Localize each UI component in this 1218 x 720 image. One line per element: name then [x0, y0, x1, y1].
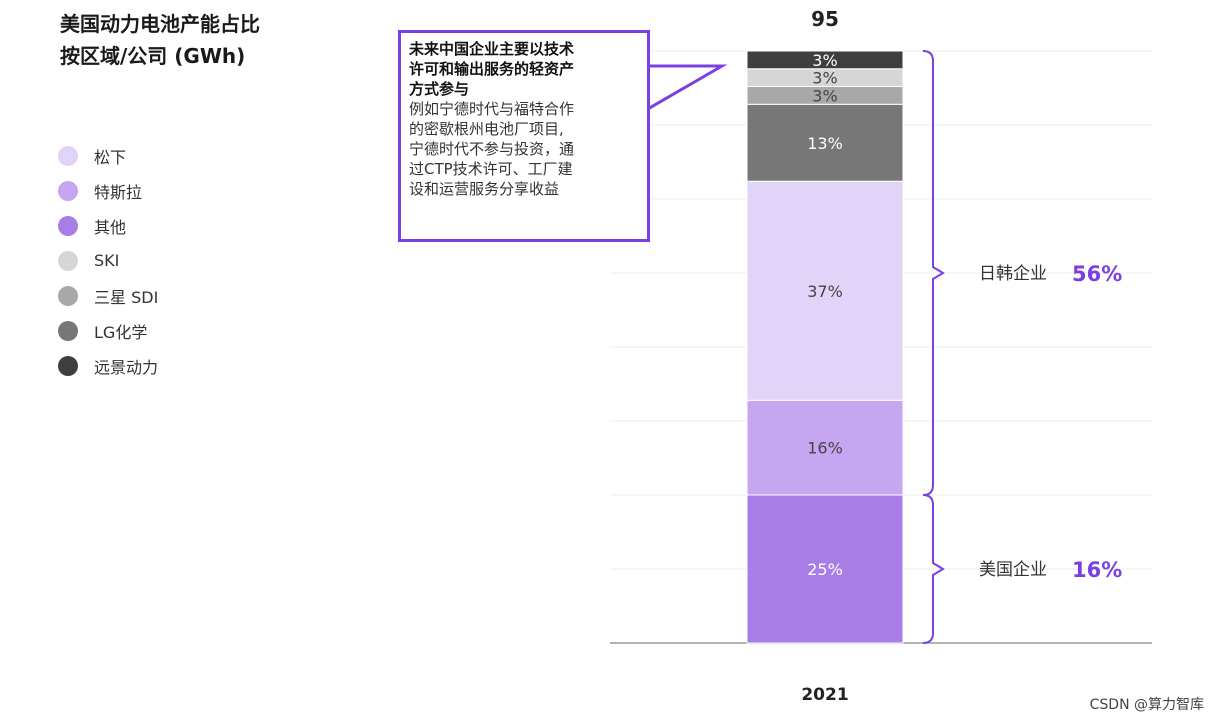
callout-body-line: 过CTP技术许可、工厂建 — [409, 160, 573, 178]
data-label: 13% — [807, 134, 843, 153]
legend-label: 特斯拉 — [94, 182, 143, 202]
legend-swatch — [58, 285, 78, 306]
legend-swatch — [58, 250, 78, 271]
callout-body-line: 例如宁德时代与福特合作 — [409, 100, 575, 118]
watermark: CSDN @算力智库 — [1089, 697, 1204, 713]
callout-body-line: 设和运营服务分享收益 — [409, 180, 560, 198]
legend-item: 其他 — [58, 208, 158, 243]
callout-body-line: 宁德时代不参与投资，通 — [409, 140, 575, 158]
data-label: 3% — [812, 86, 837, 105]
bracket-label: 日韩企业 — [979, 264, 1047, 284]
callout-heading-line: 方式参与 — [409, 80, 470, 98]
legend-label: LG化学 — [94, 322, 148, 342]
legend-swatch — [58, 355, 78, 376]
callout-heading: 未来中国企业主要以技术 许可和输出服务的轻资产 方式参与 — [409, 39, 639, 99]
data-label: 3% — [812, 51, 837, 70]
data-label: 25% — [807, 560, 843, 579]
legend-item: 三星 SDI — [58, 278, 158, 313]
group-bracket — [922, 50, 945, 496]
legend-label: SKI — [94, 251, 120, 270]
callout-pointer — [633, 64, 728, 119]
legend-swatch — [58, 180, 78, 201]
bracket-label: 美国企业 — [979, 560, 1047, 580]
chart-title-line2: 按区域/公司 (GWh) — [60, 44, 246, 68]
legend-item: LG化学 — [58, 313, 158, 348]
x-tick-label: 2021 — [801, 685, 848, 705]
legend-swatch — [58, 145, 78, 166]
data-label: 3% — [812, 69, 837, 88]
bracket-value: 56% — [1072, 262, 1122, 286]
callout-body: 例如宁德时代与福特合作 的密歇根州电池厂项目, 宁德时代不参与投资，通 过CTP… — [409, 99, 639, 199]
bracket-value: 16% — [1072, 558, 1122, 582]
legend: 松下特斯拉其他 SKI 三星 SDI LG化学远景动力 — [58, 138, 158, 383]
legend-item: 远景动力 — [58, 348, 158, 383]
legend-item: 松下 — [58, 138, 158, 173]
legend-label: 三星 SDI — [94, 287, 159, 307]
legend-label: 其他 — [94, 217, 127, 237]
data-label: 37% — [807, 282, 843, 301]
group-bracket — [922, 494, 945, 644]
chart-title: 美国动力电池产能占比 按区域/公司 (GWh) — [60, 8, 260, 72]
callout-heading-line: 许可和输出服务的轻资产 — [409, 60, 575, 78]
bar-segment — [746, 399, 904, 496]
legend-label: 远景动力 — [94, 357, 159, 377]
total-label: 95 — [811, 7, 839, 31]
data-label: 16% — [807, 439, 843, 458]
bar-segment — [746, 180, 904, 401]
bar-segment — [746, 103, 904, 182]
legend-label: 松下 — [94, 147, 127, 167]
legend-swatch — [58, 215, 78, 236]
annotation-callout: 未来中国企业主要以技术 许可和输出服务的轻资产 方式参与 例如宁德时代与福特合作… — [398, 30, 650, 242]
legend-swatch — [58, 320, 78, 341]
bar-segment — [746, 50, 904, 70]
bar-segment — [746, 494, 904, 644]
legend-item: SKI — [58, 243, 158, 278]
chart-title-line1: 美国动力电池产能占比 — [60, 12, 260, 36]
callout-heading-line: 未来中国企业主要以技术 — [409, 40, 575, 58]
legend-item: 特斯拉 — [58, 173, 158, 208]
callout-body-line: 的密歇根州电池厂项目, — [409, 120, 564, 138]
